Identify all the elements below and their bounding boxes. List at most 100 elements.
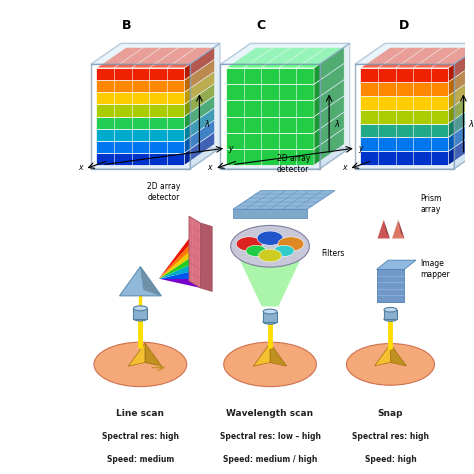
Polygon shape — [190, 44, 220, 169]
Text: Image
mapper: Image mapper — [420, 259, 450, 280]
Polygon shape — [360, 109, 448, 124]
Text: $\lambda$: $\lambda$ — [334, 118, 340, 128]
FancyBboxPatch shape — [384, 310, 397, 319]
Polygon shape — [96, 80, 184, 92]
Polygon shape — [360, 151, 448, 165]
Ellipse shape — [384, 317, 397, 321]
Polygon shape — [233, 209, 307, 218]
Text: $\lambda$: $\lambda$ — [204, 118, 210, 128]
Polygon shape — [355, 44, 474, 64]
Polygon shape — [226, 117, 314, 133]
Ellipse shape — [263, 319, 277, 324]
Polygon shape — [96, 117, 184, 129]
Polygon shape — [360, 68, 448, 82]
Polygon shape — [184, 83, 214, 117]
Polygon shape — [270, 343, 287, 366]
Text: 2D array
detector: 2D array detector — [276, 155, 310, 174]
Polygon shape — [184, 47, 214, 80]
Ellipse shape — [224, 342, 316, 387]
Polygon shape — [314, 96, 344, 133]
Polygon shape — [314, 128, 344, 165]
Text: D: D — [399, 19, 410, 32]
Polygon shape — [91, 148, 220, 169]
Polygon shape — [448, 75, 474, 109]
Ellipse shape — [263, 309, 277, 314]
Text: x: x — [78, 163, 82, 172]
Text: Snap: Snap — [378, 409, 403, 418]
Polygon shape — [360, 124, 448, 137]
Text: y: y — [228, 144, 233, 153]
Ellipse shape — [236, 237, 262, 251]
Ellipse shape — [257, 231, 283, 245]
Text: x: x — [208, 163, 212, 172]
Text: Spectral res: high: Spectral res: high — [352, 432, 429, 441]
Ellipse shape — [94, 342, 187, 387]
Polygon shape — [360, 82, 448, 96]
Polygon shape — [96, 104, 184, 117]
Polygon shape — [91, 44, 220, 64]
Text: Wavelength scan: Wavelength scan — [227, 409, 314, 418]
Polygon shape — [128, 343, 145, 366]
Text: Spectral res: low – high: Spectral res: low – high — [219, 432, 320, 441]
Polygon shape — [159, 232, 201, 279]
Polygon shape — [184, 96, 214, 129]
Text: Line scan: Line scan — [116, 409, 164, 418]
Polygon shape — [220, 44, 350, 64]
Ellipse shape — [231, 226, 310, 267]
Polygon shape — [448, 103, 474, 137]
Ellipse shape — [133, 316, 147, 321]
Polygon shape — [448, 117, 474, 151]
Ellipse shape — [278, 237, 304, 251]
Polygon shape — [398, 219, 405, 239]
Polygon shape — [159, 279, 201, 288]
Polygon shape — [226, 47, 344, 68]
Polygon shape — [159, 223, 201, 279]
Polygon shape — [377, 219, 390, 239]
Text: C: C — [256, 19, 265, 32]
Text: Speed: high: Speed: high — [365, 455, 416, 464]
Ellipse shape — [384, 308, 397, 312]
Polygon shape — [376, 269, 404, 302]
Polygon shape — [448, 61, 474, 96]
Polygon shape — [159, 260, 201, 279]
Polygon shape — [184, 120, 214, 153]
Polygon shape — [319, 44, 350, 169]
Polygon shape — [314, 47, 344, 84]
Polygon shape — [189, 216, 201, 288]
Polygon shape — [360, 137, 448, 151]
Ellipse shape — [346, 344, 435, 385]
Polygon shape — [254, 343, 270, 366]
FancyBboxPatch shape — [133, 308, 147, 319]
Text: 2D array
detector: 2D array detector — [147, 182, 180, 202]
Polygon shape — [96, 153, 184, 165]
Polygon shape — [454, 44, 474, 169]
Polygon shape — [184, 132, 214, 165]
Polygon shape — [314, 112, 344, 149]
Polygon shape — [226, 133, 314, 149]
Ellipse shape — [258, 249, 282, 262]
Polygon shape — [96, 92, 184, 104]
Polygon shape — [159, 242, 201, 279]
Polygon shape — [140, 267, 161, 296]
Text: y: y — [358, 144, 363, 153]
Polygon shape — [448, 47, 474, 82]
Polygon shape — [383, 219, 390, 239]
Polygon shape — [360, 96, 448, 109]
Polygon shape — [184, 108, 214, 141]
FancyBboxPatch shape — [263, 311, 277, 322]
Polygon shape — [96, 68, 184, 80]
Ellipse shape — [246, 245, 266, 256]
Polygon shape — [391, 344, 406, 366]
Polygon shape — [201, 223, 212, 292]
Polygon shape — [376, 260, 416, 269]
Polygon shape — [237, 253, 303, 307]
Polygon shape — [145, 343, 162, 366]
Polygon shape — [448, 89, 474, 124]
Polygon shape — [314, 80, 344, 117]
Polygon shape — [314, 64, 344, 100]
Polygon shape — [96, 129, 184, 141]
Polygon shape — [159, 251, 201, 279]
Polygon shape — [233, 191, 335, 209]
Text: Prism
array: Prism array — [420, 194, 442, 214]
Polygon shape — [355, 148, 474, 169]
